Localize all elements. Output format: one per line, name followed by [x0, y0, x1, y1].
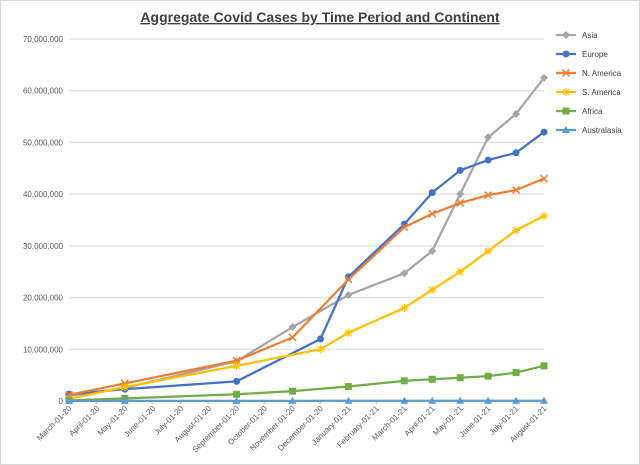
- data-point-n-america: [428, 209, 437, 218]
- series-s-america: [65, 211, 548, 403]
- legend-item-africa: Africa: [556, 107, 603, 116]
- data-point-asia: [344, 290, 353, 299]
- data-point-s-america: [400, 303, 409, 312]
- data-point-australasia: [456, 396, 465, 404]
- data-point-asia: [288, 323, 297, 332]
- legend-item-n-america: N. America: [556, 68, 622, 78]
- y-tick-label: 50,000,000: [23, 138, 64, 147]
- data-point-africa: [289, 387, 297, 395]
- legend-marker: [562, 88, 570, 96]
- data-point-n-america: [484, 191, 493, 200]
- data-point-europe: [540, 128, 548, 136]
- data-point-africa: [344, 383, 352, 391]
- data-point-asia: [540, 73, 548, 82]
- data-point-asia: [484, 133, 493, 142]
- data-point-africa: [540, 362, 548, 370]
- data-point-n-america: [400, 223, 409, 232]
- data-point-australasia: [232, 396, 241, 404]
- y-tick-label: 20,000,000: [23, 294, 64, 303]
- data-point-australasia: [540, 396, 548, 404]
- data-point-africa: [512, 369, 520, 377]
- x-tick-label: March-01-20: [35, 404, 74, 443]
- series-line-asia: [68, 77, 545, 397]
- legend: Asia Europe N. America S. America Africa Aust…: [556, 31, 622, 135]
- data-point-s-america: [540, 211, 548, 220]
- legend-label: S. America: [582, 88, 621, 97]
- data-point-n-america: [288, 333, 297, 342]
- data-point-europe: [456, 166, 464, 174]
- data-point-s-america: [428, 285, 437, 294]
- data-point-africa: [233, 390, 241, 398]
- data-point-australasia: [120, 396, 129, 404]
- data-point-asia: [428, 247, 437, 256]
- data-point-australasia: [484, 396, 493, 404]
- legend-item-australasia: Australasia: [556, 126, 622, 135]
- x-axis-ticks: March-01-20April-01-20May-01-20June-01-2…: [35, 401, 549, 454]
- y-tick-label: 70,000,000: [23, 35, 64, 44]
- legend-marker: [562, 31, 570, 39]
- legend-item-s-america: S. America: [556, 88, 621, 97]
- legend-item-europe: Europe: [556, 50, 608, 59]
- data-point-s-america: [484, 247, 493, 256]
- chart-title: Aggregate Covid Cases by Time Period and…: [140, 9, 499, 25]
- data-point-africa: [428, 375, 436, 383]
- series-line-s-america: [68, 214, 545, 401]
- data-point-australasia: [512, 396, 521, 404]
- y-tick-label: 40,000,000: [23, 190, 64, 199]
- y-axis-ticks: 0 10,000,000 20,000,000 30,000,000 40,000,00…: [23, 35, 64, 406]
- data-point-asia: [512, 109, 521, 118]
- data-point-asia: [456, 190, 465, 199]
- data-point-n-america: [344, 275, 353, 284]
- legend-label: N. America: [582, 69, 622, 78]
- legend-label: Europe: [582, 50, 608, 59]
- series-africa: [65, 362, 548, 404]
- data-point-s-america: [456, 267, 465, 276]
- series-europe: [65, 128, 548, 398]
- data-point-africa: [400, 377, 408, 385]
- data-point-europe: [316, 335, 324, 343]
- series-australasia: [65, 396, 548, 404]
- data-point-n-america: [539, 174, 549, 183]
- data-point-australasia: [344, 396, 353, 404]
- data-point-s-america: [512, 226, 521, 235]
- y-tick-label: 60,000,000: [23, 87, 64, 96]
- series-asia: [65, 73, 548, 400]
- legend-marker: [562, 126, 570, 133]
- series-n-america: [64, 174, 549, 399]
- data-point-s-america: [316, 345, 325, 354]
- data-point-australasia: [428, 396, 437, 404]
- data-point-africa: [484, 372, 492, 380]
- legend-marker: [562, 107, 570, 115]
- data-point-africa: [456, 374, 464, 382]
- data-point-europe: [512, 149, 520, 157]
- legend-marker: [561, 68, 571, 78]
- data-point-australasia: [288, 396, 297, 404]
- data-point-n-america: [512, 185, 521, 195]
- data-point-n-america: [456, 198, 465, 207]
- data-point-australasia: [400, 396, 409, 404]
- y-tick-label: 30,000,000: [23, 242, 64, 251]
- data-point-australasia: [65, 396, 73, 404]
- legend-label: Asia: [582, 31, 598, 40]
- data-point-s-america: [344, 328, 353, 337]
- data-point-s-america: [232, 361, 241, 370]
- data-point-europe: [428, 189, 436, 197]
- data-point-europe: [233, 377, 241, 385]
- series-group: [64, 73, 549, 404]
- series-line-n-america: [68, 177, 545, 396]
- data-point-s-america: [120, 383, 129, 392]
- legend-item-asia: Asia: [556, 31, 598, 40]
- legend-label: Africa: [582, 107, 603, 116]
- y-tick-label: 10,000,000: [23, 345, 64, 354]
- y-tick-label: 0: [59, 397, 64, 406]
- legend-marker: [562, 50, 570, 58]
- gridlines: [69, 38, 544, 402]
- legend-label: Australasia: [582, 126, 622, 135]
- data-point-asia: [400, 269, 409, 278]
- data-point-europe: [484, 156, 492, 164]
